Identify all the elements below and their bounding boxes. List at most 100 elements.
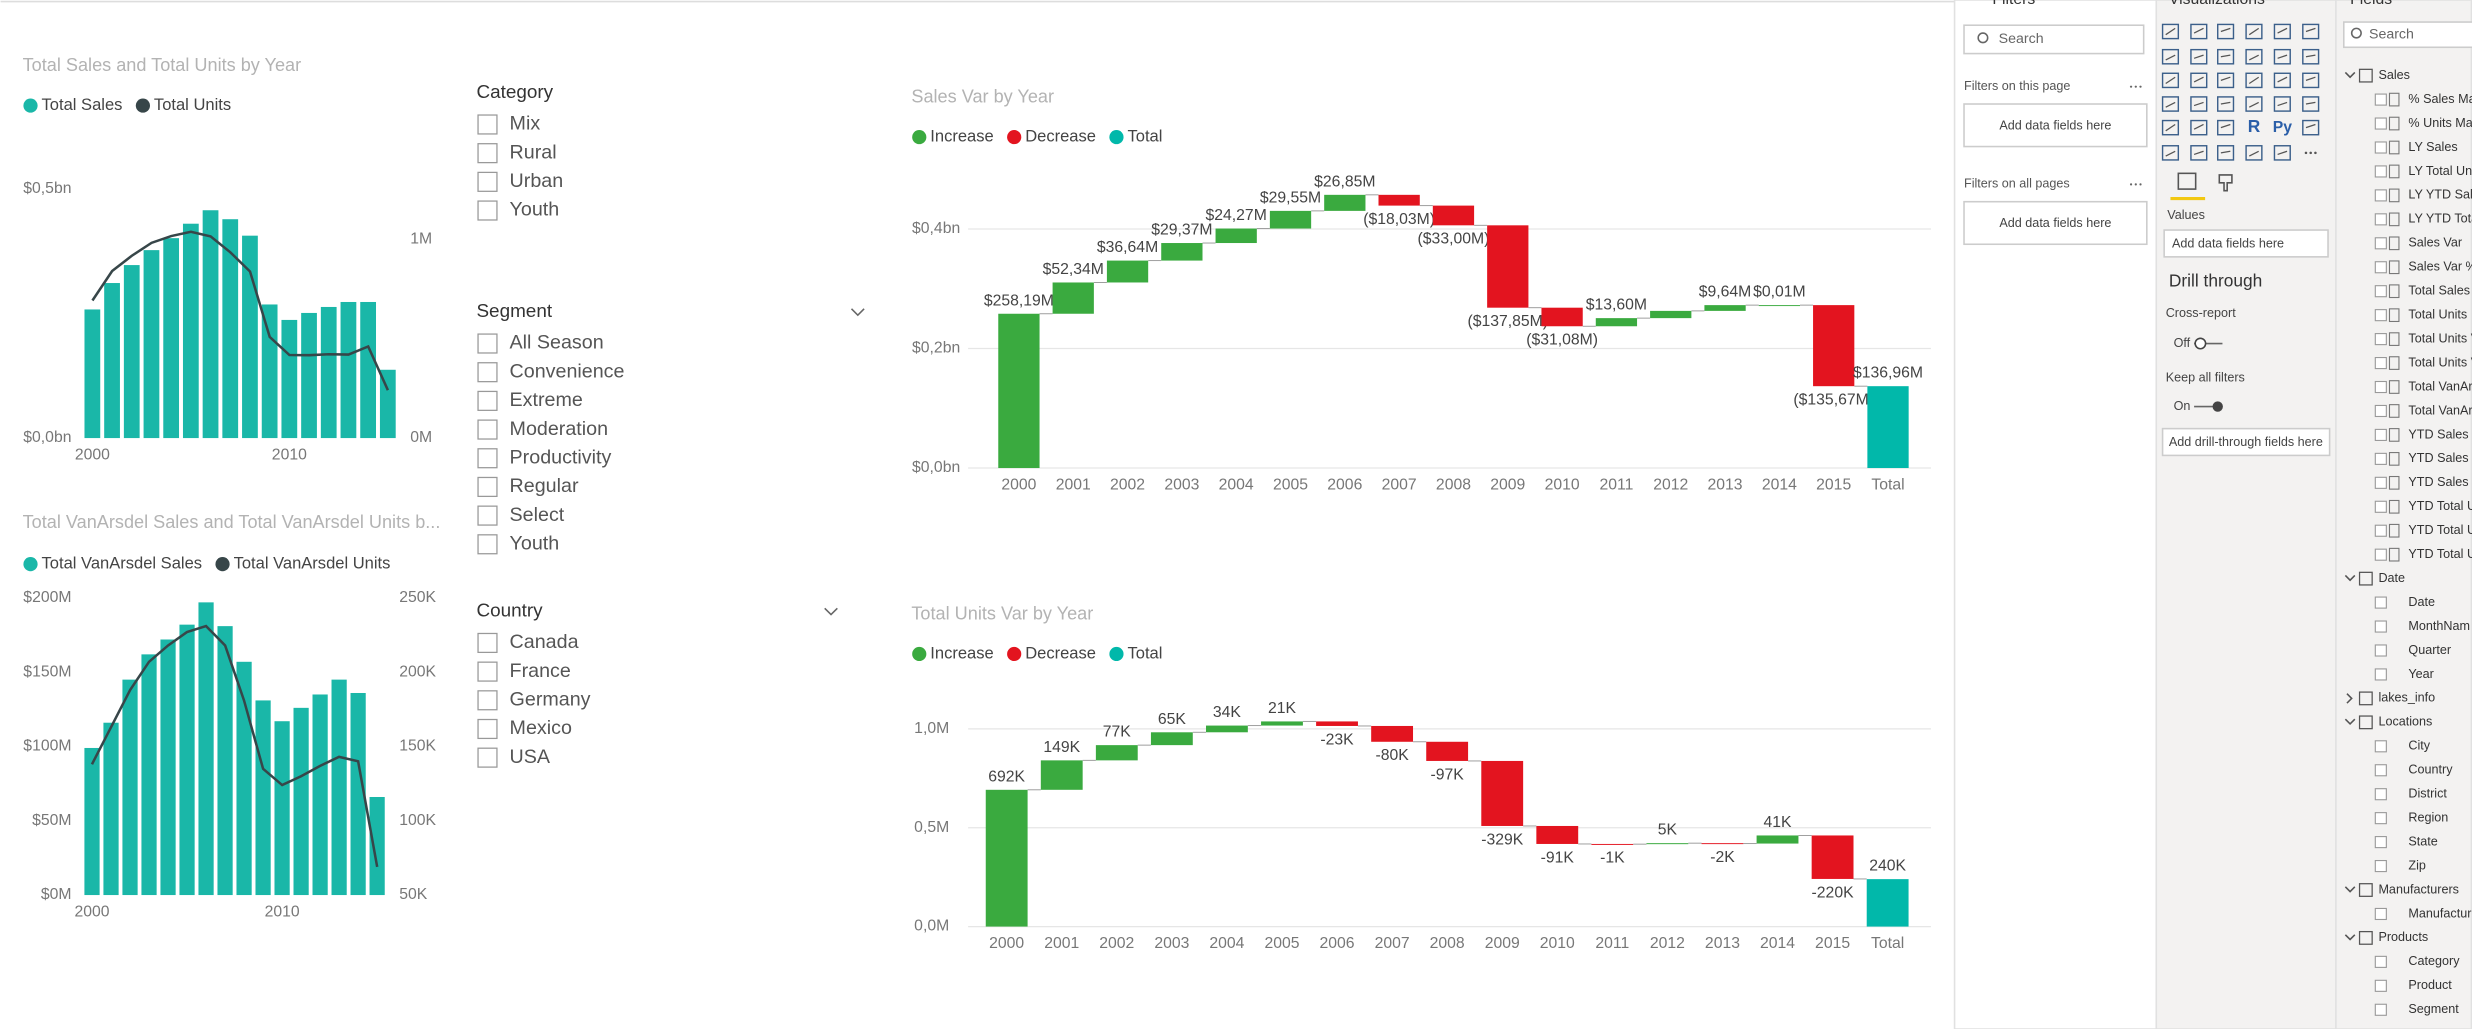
table-name[interactable]: Locations	[2378, 715, 2432, 729]
field-checkbox[interactable]	[2374, 548, 2387, 561]
field-checkbox[interactable]	[2374, 428, 2387, 441]
viz-icon[interactable]	[2217, 96, 2235, 112]
slicer-item[interactable]: Mexico	[510, 717, 572, 739]
viz-icon[interactable]	[2217, 145, 2235, 161]
viz-icon[interactable]	[2245, 96, 2263, 112]
checkbox[interactable]	[477, 690, 498, 711]
field-name[interactable]: YTD Total U	[2408, 523, 2472, 537]
field-name[interactable]: Country	[2408, 763, 2453, 777]
viz-icon[interactable]	[2190, 48, 2208, 65]
field-checkbox[interactable]	[2374, 907, 2387, 921]
field-checkbox[interactable]	[2374, 117, 2387, 130]
checkbox[interactable]	[477, 114, 498, 135]
field-name[interactable]: Zip	[2408, 858, 2426, 872]
viz-icon[interactable]	[2190, 119, 2208, 136]
checkbox[interactable]	[477, 143, 498, 164]
field-name[interactable]: YTD Total U	[2408, 499, 2472, 513]
viz-icon[interactable]	[2217, 119, 2235, 136]
field-name[interactable]: Product	[2408, 978, 2452, 992]
search-box[interactable]	[2343, 21, 2472, 49]
slicer-item[interactable]: Convenience	[510, 360, 625, 382]
slicer-item[interactable]: Germany	[510, 688, 591, 710]
field-checkbox[interactable]	[2374, 237, 2387, 250]
field-name[interactable]: Total Units	[2408, 307, 2467, 321]
viz-icon[interactable]	[2161, 96, 2180, 112]
fields-tab-icon[interactable]	[2177, 172, 2197, 190]
viz-icon[interactable]	[2273, 48, 2291, 65]
field-name[interactable]: LY Total Uni	[2408, 164, 2472, 178]
field-checkbox[interactable]	[2374, 644, 2387, 657]
slicer-item[interactable]: Youth	[510, 532, 560, 554]
field-checkbox[interactable]	[2374, 380, 2387, 394]
viz-icon[interactable]	[2273, 96, 2291, 112]
checkbox[interactable]	[477, 534, 498, 555]
field-name[interactable]: Year	[2408, 667, 2433, 681]
expand-chevron[interactable]	[2346, 693, 2353, 704]
viz-icon[interactable]	[2273, 145, 2291, 161]
field-name[interactable]: Quarter	[2408, 643, 2451, 657]
field-checkbox[interactable]	[2374, 524, 2387, 537]
drop-zone[interactable]	[1963, 200, 2148, 246]
field-checkbox[interactable]	[2374, 404, 2387, 418]
viz-icon[interactable]	[2302, 48, 2320, 65]
field-name[interactable]: Total VanAr	[2408, 379, 2472, 393]
slicer-item[interactable]: Extreme	[510, 389, 583, 411]
field-checkbox[interactable]	[2374, 476, 2387, 489]
field-checkbox[interactable]	[2374, 141, 2387, 154]
field-checkbox[interactable]	[2374, 285, 2387, 298]
field-checkbox[interactable]	[2374, 261, 2387, 274]
field-name[interactable]: % Units Mar	[2408, 116, 2472, 130]
table-name[interactable]: Manufacturers	[2378, 882, 2459, 896]
field-name[interactable]: Total Units V	[2408, 355, 2472, 369]
viz-icon[interactable]	[2161, 119, 2180, 136]
slicer-item[interactable]: USA	[510, 746, 551, 768]
checkbox[interactable]	[477, 747, 498, 768]
drop-zone[interactable]	[2161, 427, 2331, 457]
field-name[interactable]: LY Sales	[2408, 140, 2457, 154]
checkbox[interactable]	[477, 171, 498, 192]
field-checkbox[interactable]	[2374, 859, 2387, 873]
field-checkbox[interactable]	[2374, 764, 2387, 777]
viz-icon[interactable]	[2245, 145, 2263, 161]
viz-icon[interactable]	[2245, 48, 2263, 65]
field-name[interactable]: YTD Sales	[2408, 427, 2468, 441]
slicer-item[interactable]: Regular	[510, 475, 579, 497]
checkbox[interactable]	[477, 448, 498, 469]
checkbox[interactable]	[477, 718, 498, 740]
checkbox[interactable]	[477, 419, 498, 440]
viz-icon[interactable]: Py	[2273, 119, 2293, 136]
toggle-knob[interactable]	[2212, 401, 2223, 412]
field-checkbox[interactable]	[2374, 309, 2387, 322]
slicer-chevron[interactable]	[824, 607, 838, 616]
viz-icon[interactable]	[2161, 145, 2180, 161]
drop-zone[interactable]	[1963, 103, 2148, 148]
field-name[interactable]: Total VanAr	[2408, 403, 2472, 417]
field-checkbox[interactable]	[2374, 788, 2387, 801]
viz-icon[interactable]	[2190, 96, 2208, 112]
field-checkbox[interactable]	[2374, 812, 2387, 825]
viz-icon[interactable]	[2161, 72, 2180, 89]
viz-icon[interactable]	[2217, 23, 2235, 40]
slicer-item[interactable]: Mix	[510, 113, 541, 135]
field-name[interactable]: Total Units V	[2408, 331, 2472, 345]
field-name[interactable]: LY YTD Sale	[2408, 188, 2472, 202]
expand-chevron[interactable]	[2344, 934, 2356, 941]
checkbox[interactable]	[477, 505, 498, 526]
field-name[interactable]: City	[2408, 739, 2430, 753]
viz-icon[interactable]	[2190, 23, 2208, 40]
checkbox[interactable]	[477, 333, 498, 354]
viz-icon[interactable]	[2302, 119, 2320, 136]
checkbox[interactable]	[477, 200, 498, 221]
viz-icon[interactable]	[2302, 72, 2320, 89]
expand-chevron[interactable]	[2344, 886, 2356, 893]
field-checkbox[interactable]	[2374, 356, 2387, 370]
field-name[interactable]: Manufactur	[2408, 906, 2471, 920]
viz-icon[interactable]	[2161, 23, 2180, 40]
field-checkbox[interactable]	[2374, 189, 2387, 202]
viz-icon[interactable]	[2161, 48, 2180, 65]
viz-icon[interactable]	[2302, 23, 2320, 40]
field-name[interactable]: Category	[2408, 954, 2460, 968]
viz-icon[interactable]	[2245, 23, 2263, 40]
viz-icon[interactable]	[2190, 145, 2208, 161]
field-name[interactable]: Total Sales	[2408, 284, 2470, 298]
